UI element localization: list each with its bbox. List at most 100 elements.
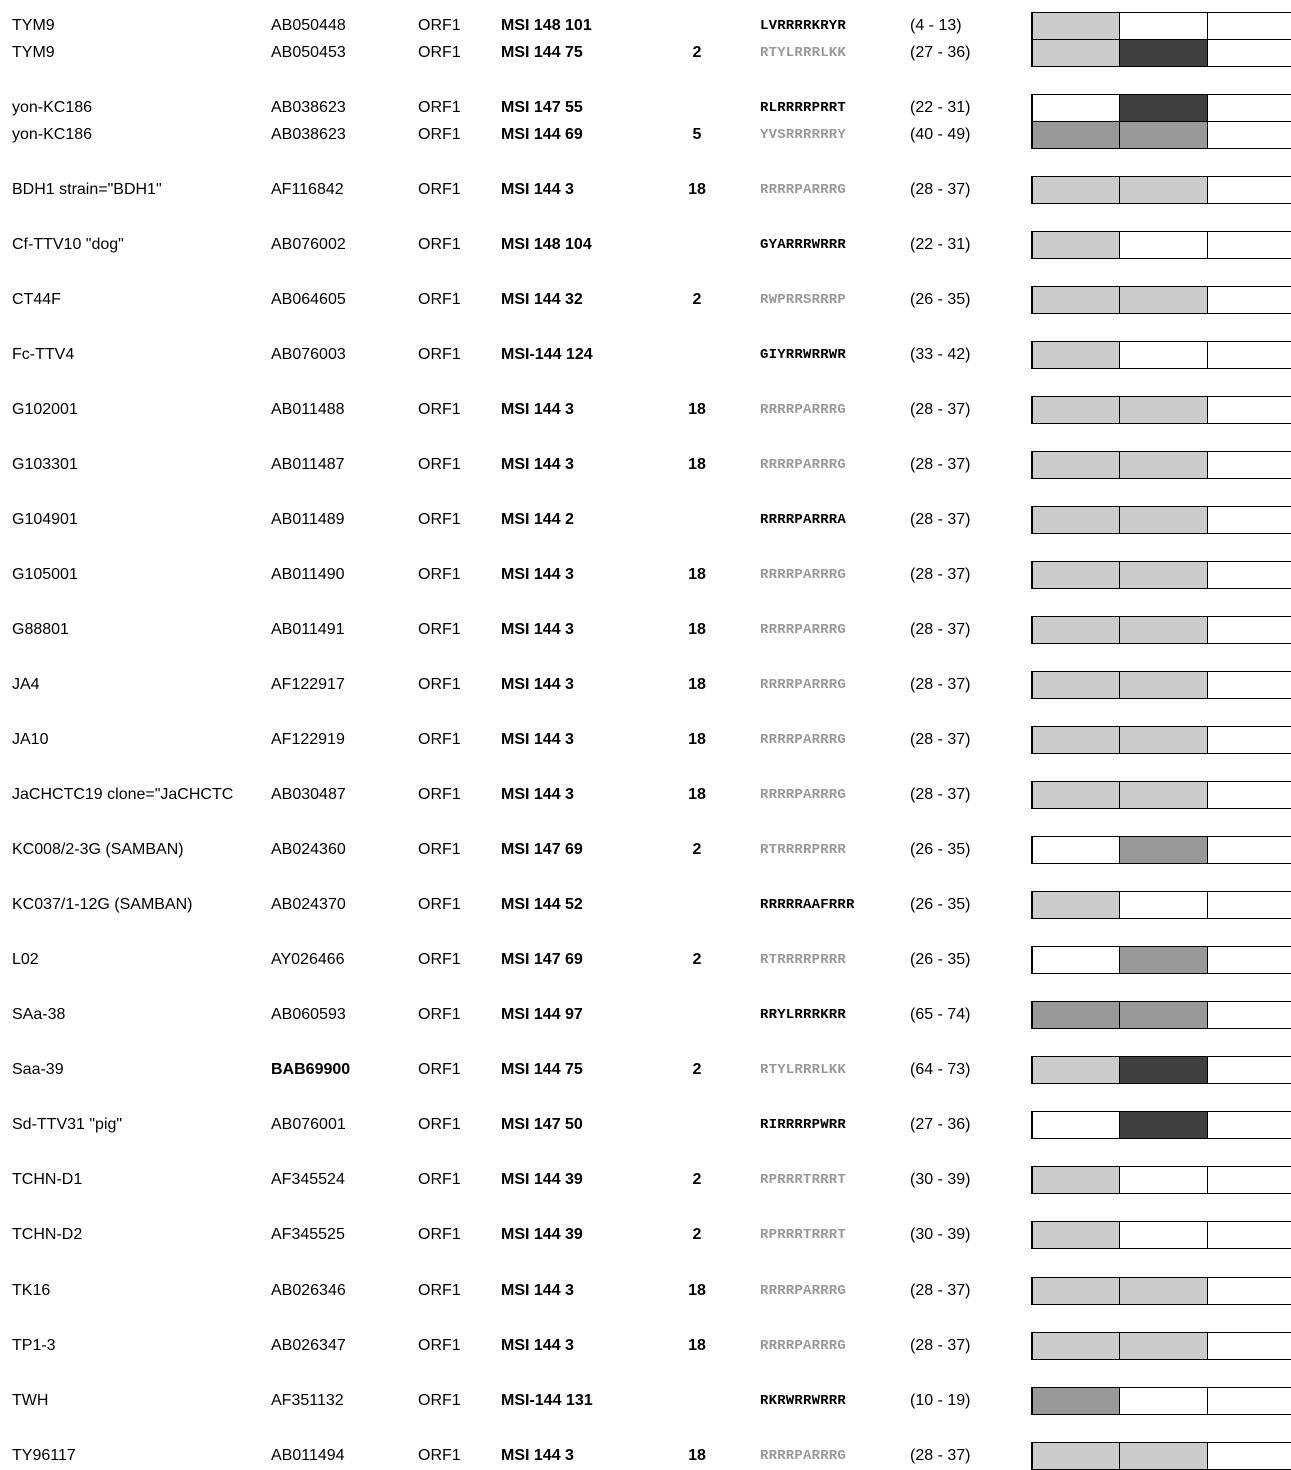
table-row: TCHN-D2 AF345525 ORF1 MSI 144 39 2 RPRRRTRRRT… <box>0 1221 1291 1249</box>
table-row: L02 AY026466 ORF1 MSI 147 69 2 RTRRRRPRRR (26 … <box>0 946 1291 974</box>
accession-number: AF122917 <box>271 676 345 693</box>
shade-boxes <box>1031 1332 1291 1360</box>
shade-box <box>1207 1167 1291 1193</box>
motif-sequence: YVSRRRRRRY <box>760 127 847 143</box>
strain-name: yon-KC186 <box>12 126 93 143</box>
shade-box <box>1031 562 1119 588</box>
shade-box <box>1031 727 1119 753</box>
shade-boxes <box>1031 781 1291 809</box>
motif-sequence: RRRRPARRRG <box>760 457 847 473</box>
motif-position: (26 - 35) <box>910 896 971 913</box>
table-row: G104901 AB011489 ORF1 MSI 144 2 RRRRPARRRA (2… <box>0 506 1291 534</box>
strain-name: Cf-TTV10 "dog" <box>12 236 124 253</box>
match-count: 2 <box>692 1171 702 1188</box>
shade-box <box>1031 95 1119 121</box>
orf-label: ORF1 <box>418 841 461 858</box>
strain-name: TWH <box>12 1392 49 1409</box>
motif-sequence: RRRRPARRRG <box>760 1338 847 1354</box>
msi-id: MSI 144 3 <box>501 786 574 803</box>
table-row: KC037/1-12G (SAMBAN) AB024370 ORF1 MSI 144 … <box>0 891 1291 919</box>
shade-box <box>1031 1388 1119 1414</box>
shade-box <box>1207 452 1291 478</box>
accession-number: AF116842 <box>271 181 344 198</box>
shade-box <box>1119 1167 1207 1193</box>
table-row: G105001 AB011490 ORF1 MSI 144 3 18 RRRRPARRRG… <box>0 561 1291 589</box>
table-row: TP1-3 AB026347 ORF1 MSI 144 3 18 RRRRPARRRG (2… <box>0 1332 1291 1360</box>
shade-box <box>1119 947 1207 973</box>
motif-position: (28 - 37) <box>910 621 971 638</box>
shade-boxes <box>1031 1111 1291 1139</box>
match-count: 18 <box>688 1337 706 1354</box>
strain-name: TY96117 <box>12 1447 76 1464</box>
motif-position: (65 - 74) <box>910 1006 971 1023</box>
orf-label: ORF1 <box>418 236 461 253</box>
shade-boxes <box>1031 1166 1291 1194</box>
strain-name: G104901 <box>12 511 78 528</box>
match-count: 2 <box>692 1226 702 1243</box>
accession-number: AB026346 <box>271 1282 346 1299</box>
shade-box <box>1119 232 1207 258</box>
motif-position: (30 - 39) <box>910 1226 971 1243</box>
motif-position: (28 - 37) <box>910 401 971 418</box>
motif-position: (28 - 37) <box>910 456 971 473</box>
table-row: TK16 AB026346 ORF1 MSI 144 3 18 RRRRPARRRG (28… <box>0 1277 1291 1305</box>
shade-boxes <box>1031 94 1291 122</box>
motif-position: (28 - 37) <box>910 786 971 803</box>
motif-sequence: RRRRPARRRG <box>760 622 847 638</box>
shade-boxes <box>1031 726 1291 754</box>
table-row: JaCHCTC19 clone="JaCHCTC AB030487 ORF1 MSI … <box>0 781 1291 809</box>
shade-box <box>1207 1222 1291 1248</box>
strain-name: L02 <box>12 951 39 968</box>
orf-label: ORF1 <box>418 44 461 61</box>
orf-label: ORF1 <box>418 896 461 913</box>
motif-sequence: RRRRPARRRG <box>760 567 847 583</box>
msi-id: MSI 144 3 <box>501 676 574 693</box>
orf-label: ORF1 <box>418 291 461 308</box>
motif-position: (22 - 31) <box>910 236 971 253</box>
motif-sequence: RTRRRRPRRR <box>760 842 847 858</box>
motif-position: (26 - 35) <box>910 841 971 858</box>
orf-label: ORF1 <box>418 511 461 528</box>
shade-box <box>1031 232 1119 258</box>
motif-position: (28 - 37) <box>910 731 971 748</box>
shade-box <box>1119 1222 1207 1248</box>
table-row: SAa-38 AB060593 ORF1 MSI 144 97 RRYLRRRKRR (6… <box>0 1001 1291 1029</box>
shade-box <box>1119 782 1207 808</box>
motif-sequence: RRYLRRRKRR <box>760 1007 847 1023</box>
shade-box <box>1031 122 1119 148</box>
msi-id: MSI 144 3 <box>501 566 574 583</box>
shade-box <box>1207 40 1291 66</box>
shade-boxes <box>1031 39 1291 67</box>
shade-boxes <box>1031 286 1291 314</box>
accession-number: AF122919 <box>271 731 345 748</box>
shade-box <box>1207 892 1291 918</box>
shade-box <box>1207 232 1291 258</box>
msi-id: MSI 144 32 <box>501 291 583 308</box>
match-count: 18 <box>688 1447 706 1464</box>
match-count: 5 <box>692 126 702 143</box>
shade-box <box>1031 1333 1119 1359</box>
orf-label: ORF1 <box>418 181 461 198</box>
shade-box <box>1031 397 1119 423</box>
table-row: yon-KC186 AB038623 ORF1 MSI 144 69 5 YVSRRRRR… <box>0 121 1291 149</box>
match-count: 2 <box>692 1061 702 1078</box>
orf-label: ORF1 <box>418 1061 461 1078</box>
orf-label: ORF1 <box>418 1337 461 1354</box>
msi-id: MSI 148 104 <box>501 236 592 253</box>
msi-id: MSI 144 75 <box>501 44 583 61</box>
msi-id: MSI 148 101 <box>501 17 592 34</box>
motif-sequence: RRRRPARRRA <box>760 512 847 528</box>
motif-sequence: LVRRRRKRYR <box>760 18 847 34</box>
motif-sequence: RIRRRRPWRR <box>760 1117 847 1133</box>
motif-sequence: RRRRPARRRG <box>760 1283 847 1299</box>
table-row: TY96117 AB011494 ORF1 MSI 144 3 18 RRRRPARRRG… <box>0 1442 1291 1470</box>
accession-number: AF345525 <box>271 1226 345 1243</box>
orf-label: ORF1 <box>418 951 461 968</box>
shade-box <box>1119 177 1207 203</box>
table-row: TYM9 AB050453 ORF1 MSI 144 75 2 RTYLRRRLKK (27… <box>0 39 1291 67</box>
motif-position: (4 - 13) <box>910 17 962 34</box>
shade-boxes <box>1031 1221 1291 1249</box>
strain-name: SAa-38 <box>12 1006 66 1023</box>
shade-box <box>1031 13 1119 39</box>
accession-number: AB060593 <box>271 1006 346 1023</box>
